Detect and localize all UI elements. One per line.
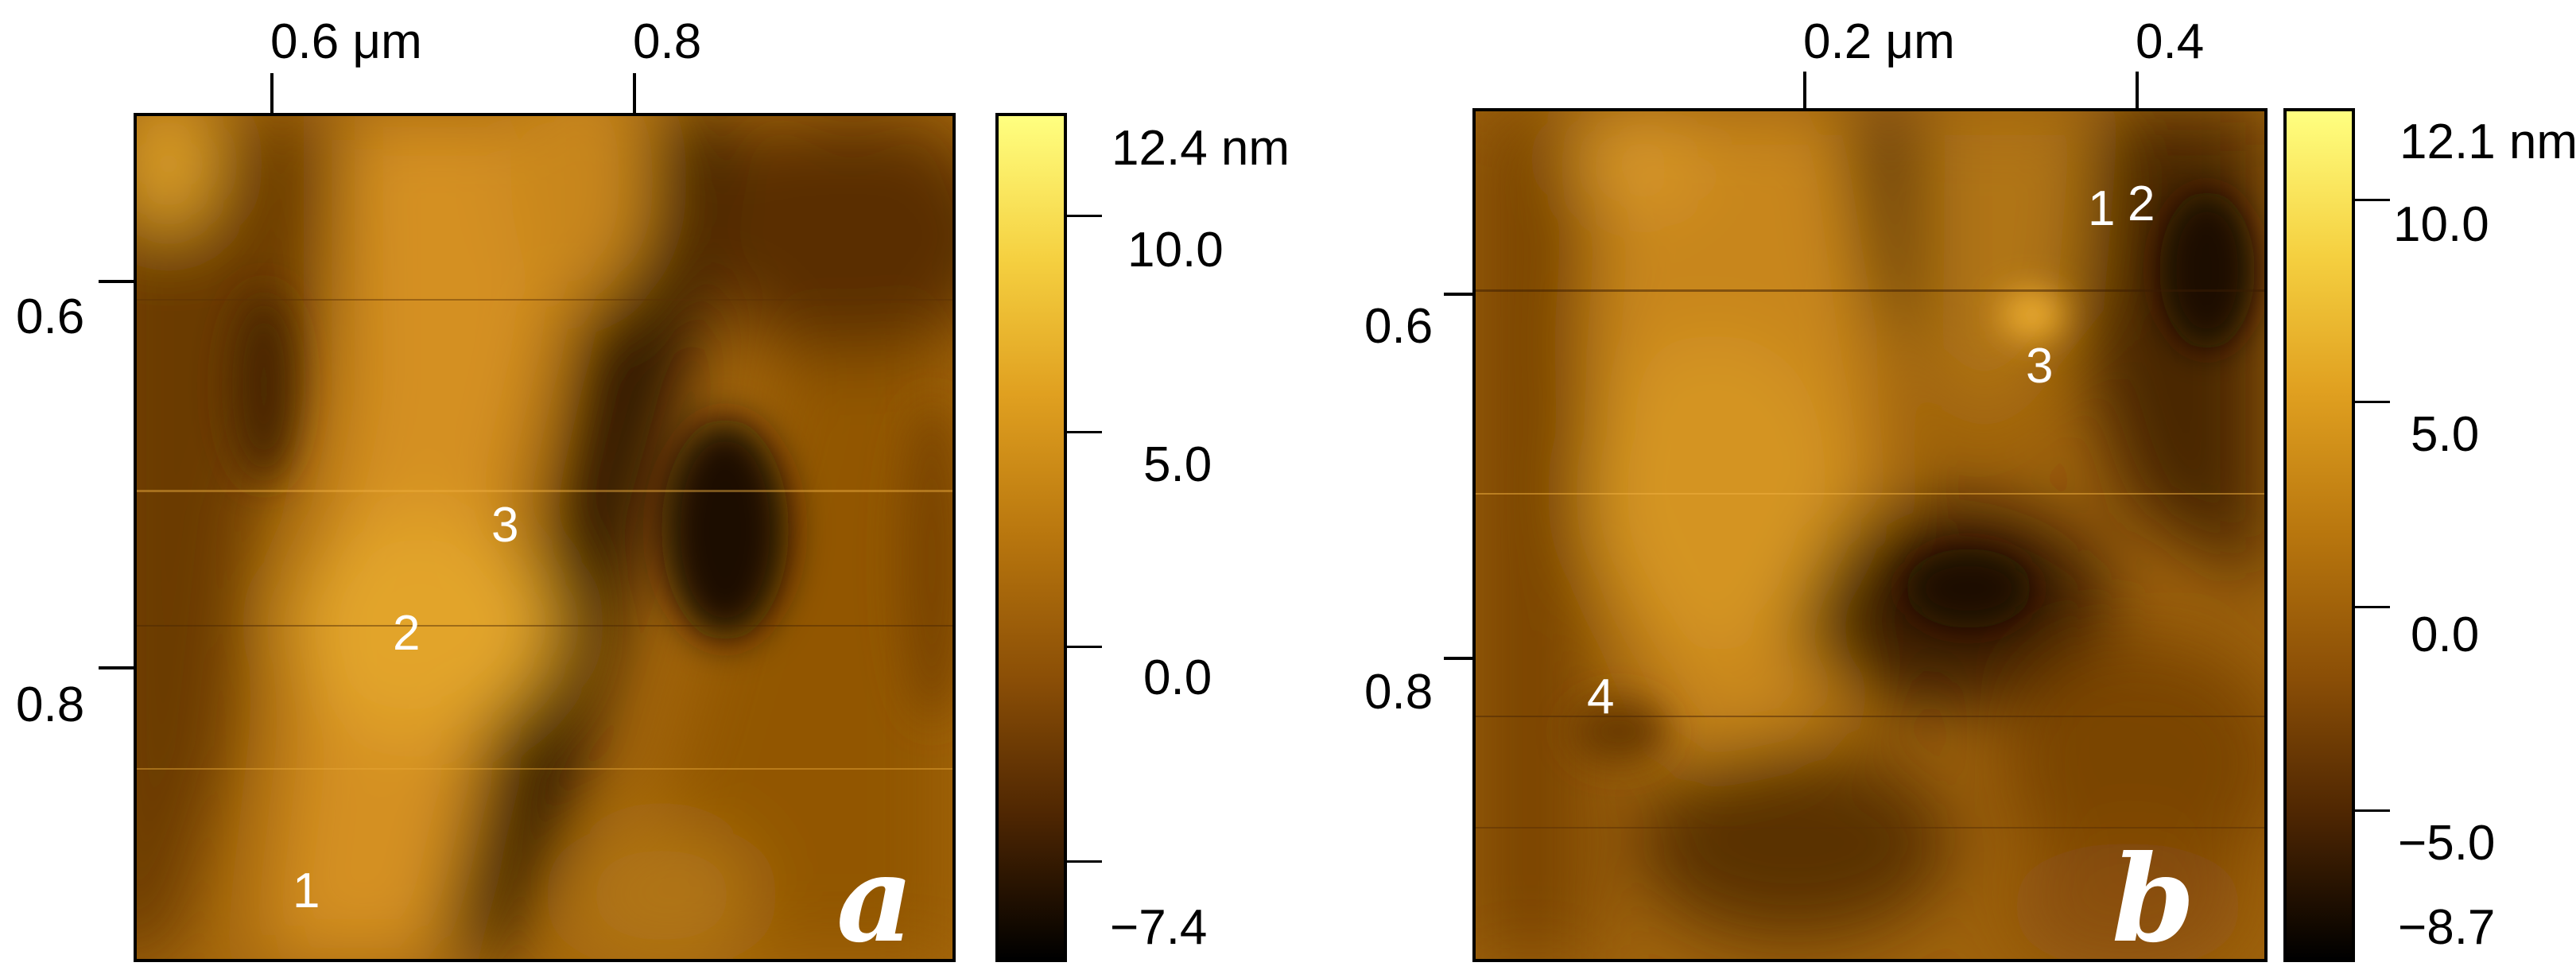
afm-panel-b: 0.2 μm 0.4 0.6 0.8	[1288, 0, 2576, 978]
colorbar-min-label: −7.4	[1110, 900, 1208, 955]
left-tick-mark	[99, 666, 137, 669]
left-tick-mark	[1444, 293, 1484, 296]
afm-height-map	[137, 116, 952, 959]
height-colorbar	[995, 113, 1067, 962]
colorbar-max-label: 12.4 nm	[1111, 121, 1290, 176]
colorbar-tick	[2355, 809, 2390, 812]
afm-height-map	[1476, 111, 2264, 959]
afm-panel-a: 0.6 μm 0.8 0.6 0.8	[16, 14, 1290, 962]
panel-letter: a	[836, 829, 914, 962]
top-tick-mark	[633, 73, 636, 114]
left-tick-label: 0.8	[1364, 665, 1433, 720]
height-colorbar	[2283, 108, 2355, 962]
colorbar-tick-label: 10.0	[1127, 223, 1224, 277]
colorbar-tick-label: 0.0	[1143, 650, 1212, 705]
point-label: 1	[293, 864, 320, 918]
left-tick-label: 0.6	[16, 289, 85, 344]
colorbar-tick	[1067, 646, 1102, 648]
point-label: 2	[393, 606, 421, 661]
left-tick-mark	[99, 280, 137, 283]
top-tick-label: 0.4	[2136, 14, 2205, 69]
colorbar-tick-label: 5.0	[1143, 437, 1212, 492]
colorbar-tick	[1067, 860, 1102, 863]
colorbar-max-label: 12.1 nm	[2399, 114, 2576, 169]
colorbar-tick-label: 5.0	[2411, 407, 2480, 462]
afm-topography-image: 1 2 3 4 b	[1472, 108, 2268, 962]
colorbar-tick	[2355, 199, 2390, 201]
colorbar-tick	[2355, 401, 2390, 403]
point-label: 4	[1587, 669, 1615, 724]
point-label: 3	[491, 498, 519, 553]
colorbar-tick-label: 0.0	[2411, 607, 2480, 662]
top-tick-label: 0.2 μm	[1803, 14, 1955, 69]
point-label: 3	[2026, 339, 2054, 394]
afm-topography-image: 1 2 3 a	[134, 113, 956, 962]
point-label: 1	[2088, 181, 2116, 236]
colorbar-tick	[2355, 606, 2390, 608]
colorbar-tick	[1067, 431, 1102, 433]
colorbar-tick-label: −5.0	[2398, 816, 2496, 871]
top-tick-mark	[2136, 72, 2139, 110]
top-tick-mark	[1803, 72, 1806, 110]
point-label: 2	[2128, 177, 2155, 231]
colorbar-tick	[1067, 215, 1102, 217]
left-tick-label: 0.8	[16, 677, 85, 732]
left-tick-mark	[1444, 657, 1484, 660]
left-tick-label: 0.6	[1364, 299, 1433, 354]
colorbar-min-label: −8.7	[2398, 900, 2496, 955]
colorbar-tick-label: 10.0	[2393, 197, 2489, 252]
top-tick-label: 0.6 μm	[270, 14, 422, 69]
top-tick-label: 0.8	[633, 14, 702, 69]
top-tick-mark	[270, 73, 274, 114]
panel-letter: b	[2112, 829, 2195, 962]
